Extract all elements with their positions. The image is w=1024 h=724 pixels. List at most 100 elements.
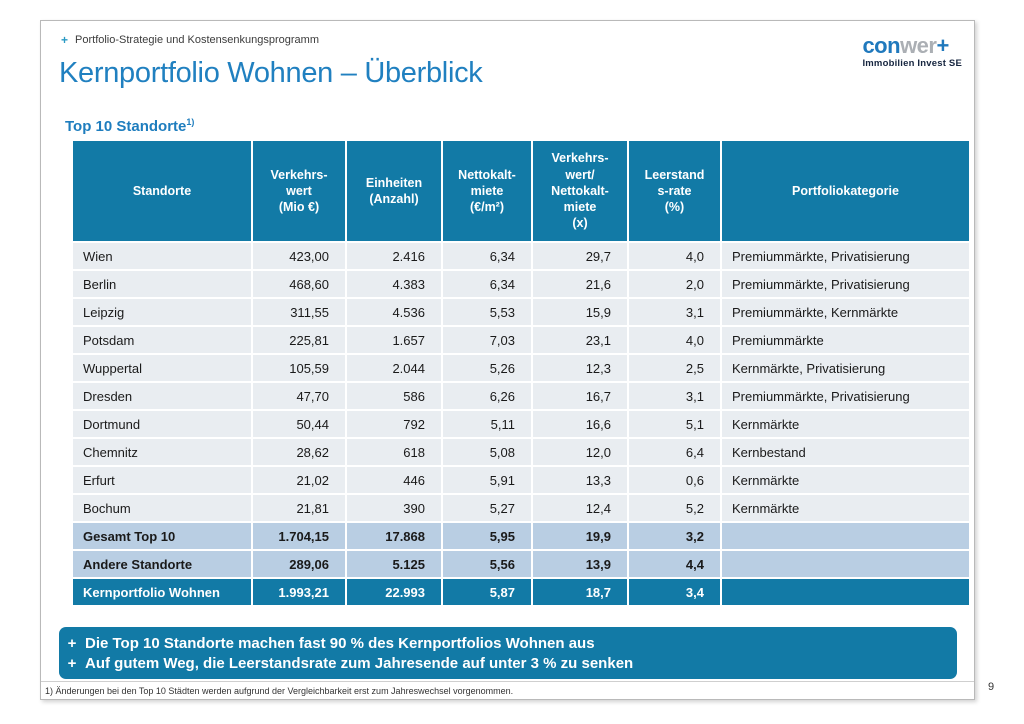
table-cell: 3,1: [629, 299, 720, 325]
table-cell: Premiummärkte, Privatisierung: [722, 383, 969, 409]
table-cell: Premiummärkte, Kernmärkte: [722, 299, 969, 325]
table-row: Erfurt 21,02 446 5,91 13,3 0,6 Kernmärkte: [73, 467, 969, 493]
table-cell: 12,0: [533, 439, 627, 465]
table-cell: 1.657: [347, 327, 441, 353]
conwert-logo: conwer+ Immobilien Invest SE: [862, 35, 962, 69]
table-cell: 3,4: [629, 579, 720, 605]
table-cell: 4.536: [347, 299, 441, 325]
table-cell: 5.125: [347, 551, 441, 577]
table-cell: 13,3: [533, 467, 627, 493]
table-header-cell: Standorte: [73, 141, 251, 241]
table-cell: 5,1: [629, 411, 720, 437]
table-cell: 12,4: [533, 495, 627, 521]
table-cell: 16,6: [533, 411, 627, 437]
key-message-box: + Die Top 10 Standorte machen fast 90 % d…: [59, 627, 957, 679]
table-cell: 6,34: [443, 271, 531, 297]
table-cell: 23,1: [533, 327, 627, 353]
table-cell: 5,2: [629, 495, 720, 521]
table-cell: 6,34: [443, 243, 531, 269]
table-cell: 13,9: [533, 551, 627, 577]
table-cell: Premiummärkte, Privatisierung: [722, 271, 969, 297]
table-row: Andere Standorte 289,06 5.125 5,56 13,9 4,4: [73, 551, 969, 577]
table-cell: 5,56: [443, 551, 531, 577]
table-cell: 3,1: [629, 383, 720, 409]
logo-part-wer: wer: [900, 33, 937, 58]
table-cell: 618: [347, 439, 441, 465]
table-cell: 5,95: [443, 523, 531, 549]
table-cell: 4,0: [629, 327, 720, 353]
breadcrumb-label: Portfolio-Strategie und Kostensenkungspr…: [75, 34, 319, 46]
table-cell: 50,44: [253, 411, 345, 437]
table-cell: 792: [347, 411, 441, 437]
table-cell: 47,70: [253, 383, 345, 409]
table-cell: Andere Standorte: [73, 551, 251, 577]
top10-standorte-table: Standorte Verkehrs- wert (Mio €) Einheiten…: [71, 139, 971, 607]
table-cell: [722, 523, 969, 549]
table-cell: Kernportfolio Wohnen: [73, 579, 251, 605]
table-cell: 16,7: [533, 383, 627, 409]
table-row: Kernportfolio Wohnen 1.993,21 22.993 5,87 18…: [73, 579, 969, 605]
table-cell: 5,53: [443, 299, 531, 325]
table-cell: Wuppertal: [73, 355, 251, 381]
table-cell: Kernmärkte, Privatisierung: [722, 355, 969, 381]
table-cell: 4,0: [629, 243, 720, 269]
table-header-cell: Einheiten (Anzahl): [347, 141, 441, 241]
table-cell: Dortmund: [73, 411, 251, 437]
table-row: Potsdam 225,81 1.657 7,03 23,1 4,0 Premiummärk…: [73, 327, 969, 353]
table-cell: 4,4: [629, 551, 720, 577]
table-row: Dresden 47,70 586 6,26 16,7 3,1 Premiummärkte,…: [73, 383, 969, 409]
table-cell: 5,87: [443, 579, 531, 605]
table-cell: 4.383: [347, 271, 441, 297]
table-header-cell: Leerstand s-rate (%): [629, 141, 720, 241]
table-cell: 29,7: [533, 243, 627, 269]
table-cell: 2,0: [629, 271, 720, 297]
table-cell: 0,6: [629, 467, 720, 493]
table-header-cell: Nettokalt- miete (€/m²): [443, 141, 531, 241]
table-cell: [722, 551, 969, 577]
table-cell: 468,60: [253, 271, 345, 297]
page-number: 9: [988, 681, 995, 693]
table-cell: 15,9: [533, 299, 627, 325]
table-cell: 28,62: [253, 439, 345, 465]
footer-divider: [41, 681, 974, 682]
table-cell: 586: [347, 383, 441, 409]
table-cell: 5,26: [443, 355, 531, 381]
plus-bullet-icon: +: [61, 33, 69, 47]
table-header-cell: Verkehrs- wert (Mio €): [253, 141, 345, 241]
table-cell: 18,7: [533, 579, 627, 605]
table-row: Dortmund 50,44 792 5,11 16,6 5,1 Kernmärkte: [73, 411, 969, 437]
table-cell: 2.416: [347, 243, 441, 269]
table-row: Berlin 468,60 4.383 6,34 21,6 2,0 Premiummärkt…: [73, 271, 969, 297]
table-cell: Kernmärkte: [722, 495, 969, 521]
table-cell: Dresden: [73, 383, 251, 409]
table-cell: Potsdam: [73, 327, 251, 353]
table-cell: 5,91: [443, 467, 531, 493]
plus-bullet-icon: +: [67, 654, 77, 672]
table-cell: 225,81: [253, 327, 345, 353]
table-cell: Premiummärkte: [722, 327, 969, 353]
page-title: Kernportfolio Wohnen – Überblick: [59, 57, 483, 89]
key-message-line: + Die Top 10 Standorte machen fast 90 % d…: [59, 635, 957, 652]
logo-part-con: con: [862, 33, 901, 58]
table-cell: 105,59: [253, 355, 345, 381]
table-cell: 21,6: [533, 271, 627, 297]
table-row: Gesamt Top 10 1.704,15 17.868 5,95 19,9 3,2: [73, 523, 969, 549]
table-header-cell: Portfoliokategorie: [722, 141, 969, 241]
table-cell: 446: [347, 467, 441, 493]
logo-wordmark: conwer+: [862, 35, 962, 57]
key-message-text: Die Top 10 Standorte machen fast 90 % de…: [85, 634, 595, 652]
table-cell: 5,27: [443, 495, 531, 521]
table-cell: 311,55: [253, 299, 345, 325]
table-cell: Kernmärkte: [722, 467, 969, 493]
section-label: Top 10 Standorte1): [65, 117, 194, 135]
table-cell: Bochum: [73, 495, 251, 521]
table-cell: 17.868: [347, 523, 441, 549]
key-message-text: Auf gutem Weg, die Leerstandsrate zum Ja…: [85, 654, 634, 672]
table-cell: 289,06: [253, 551, 345, 577]
table-cell: 22.993: [347, 579, 441, 605]
logo-plus-icon: +: [936, 33, 949, 58]
table-cell: 19,9: [533, 523, 627, 549]
table-cell: Kernbestand: [722, 439, 969, 465]
table-cell: Leipzig: [73, 299, 251, 325]
breadcrumb: + Portfolio-Strategie und Kostensenkungs…: [61, 33, 319, 47]
